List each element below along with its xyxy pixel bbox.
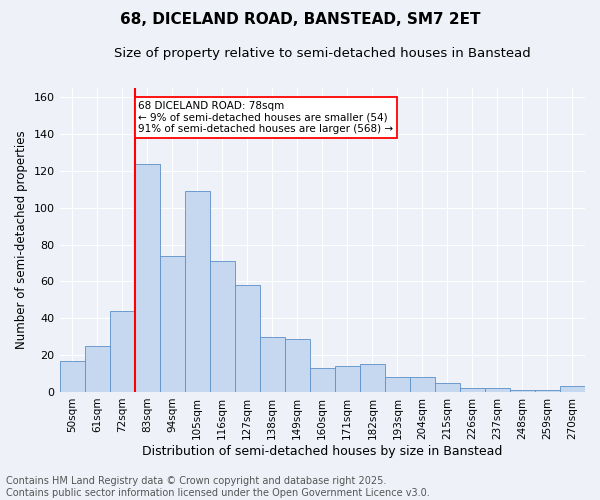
- Bar: [385, 377, 410, 392]
- Bar: [134, 164, 160, 392]
- Bar: [510, 390, 535, 392]
- Text: 68 DICELAND ROAD: 78sqm
← 9% of semi-detached houses are smaller (54)
91% of sem: 68 DICELAND ROAD: 78sqm ← 9% of semi-det…: [139, 101, 394, 134]
- Y-axis label: Number of semi-detached properties: Number of semi-detached properties: [15, 130, 28, 350]
- Bar: [310, 368, 335, 392]
- Bar: [110, 311, 134, 392]
- Bar: [59, 360, 85, 392]
- Bar: [85, 346, 110, 392]
- Bar: [410, 377, 435, 392]
- Bar: [435, 382, 460, 392]
- Bar: [260, 336, 285, 392]
- Bar: [235, 285, 260, 392]
- Bar: [535, 390, 560, 392]
- Title: Size of property relative to semi-detached houses in Banstead: Size of property relative to semi-detach…: [114, 48, 530, 60]
- Bar: [160, 256, 185, 392]
- Bar: [460, 388, 485, 392]
- Text: 68, DICELAND ROAD, BANSTEAD, SM7 2ET: 68, DICELAND ROAD, BANSTEAD, SM7 2ET: [120, 12, 480, 28]
- X-axis label: Distribution of semi-detached houses by size in Banstead: Distribution of semi-detached houses by …: [142, 444, 502, 458]
- Text: Contains HM Land Registry data © Crown copyright and database right 2025.
Contai: Contains HM Land Registry data © Crown c…: [6, 476, 430, 498]
- Bar: [185, 191, 209, 392]
- Bar: [209, 261, 235, 392]
- Bar: [560, 386, 585, 392]
- Bar: [485, 388, 510, 392]
- Bar: [335, 366, 360, 392]
- Bar: [360, 364, 385, 392]
- Bar: [285, 338, 310, 392]
